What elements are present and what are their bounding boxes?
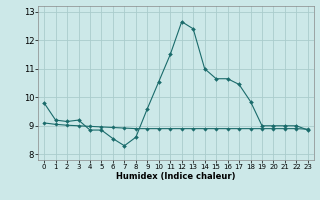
- X-axis label: Humidex (Indice chaleur): Humidex (Indice chaleur): [116, 172, 236, 181]
